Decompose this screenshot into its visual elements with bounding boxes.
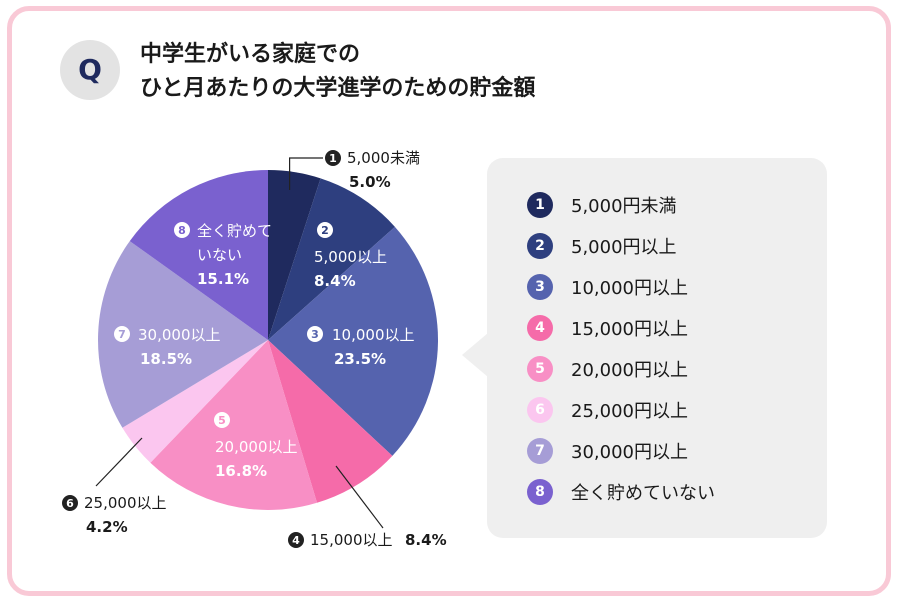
legend-number-badge: 1 xyxy=(527,192,553,218)
slice-label: 20,000以上 xyxy=(215,438,298,456)
slice-number-text: 4 xyxy=(292,534,300,547)
legend-number-badge: 5 xyxy=(527,356,553,382)
legend-label: 15,000円以上 xyxy=(571,319,688,340)
slice-number-badge xyxy=(114,326,130,342)
callout-line xyxy=(335,465,384,529)
slice-value-label: 8.4% xyxy=(314,272,356,290)
slice-number-badge xyxy=(62,495,78,511)
slice-number-badge xyxy=(325,150,341,166)
legend-number-badge: 2 xyxy=(527,233,553,259)
slice-label: 25,000以上 xyxy=(84,494,167,512)
slice-number-badge xyxy=(307,326,323,342)
slice-number-text: 8 xyxy=(178,224,186,237)
slice-number-text: 5 xyxy=(218,414,226,427)
callout-line xyxy=(95,437,143,487)
slice-label: 5,000未満 xyxy=(347,149,420,167)
legend-label: 25,000円以上 xyxy=(571,401,688,422)
slice-label: 5,000以上 xyxy=(314,248,387,266)
question-badge: Q xyxy=(60,40,120,100)
legend-item: 2 5,000円以上 xyxy=(527,231,677,261)
legend: 1 5,000円未満 2 5,000円以上 3 10,000円以上 4 15,0… xyxy=(487,158,827,538)
legend-number-badge: 3 xyxy=(527,274,553,300)
slice-number-text: 2 xyxy=(321,224,329,237)
legend-item: 7 30,000円以上 xyxy=(527,436,688,466)
pie-slice xyxy=(122,340,268,463)
slice-value-label: 15.1% xyxy=(197,270,249,288)
slice-number-text: 7 xyxy=(118,328,126,341)
slice-value-label: 16.8% xyxy=(215,462,267,480)
pie-slice xyxy=(268,340,393,503)
slice-number-badge xyxy=(174,222,190,238)
slice-label: 10,000以上 xyxy=(332,326,415,344)
legend-number-badge: 8 xyxy=(527,479,553,505)
legend-item: 1 5,000円未満 xyxy=(527,190,677,220)
legend-number-badge: 6 xyxy=(527,397,553,423)
legend-label: 20,000円以上 xyxy=(571,360,688,381)
slice-number-text: 1 xyxy=(329,152,337,165)
slice-value-label: 4.2% xyxy=(86,518,128,536)
slice-number-text: 6 xyxy=(66,497,74,510)
legend-item: 3 10,000円以上 xyxy=(527,272,688,302)
legend-label: 5,000円以上 xyxy=(571,237,677,258)
chart-title: 中学生がいる家庭での ひと月あたりの大学進学のための貯金額 xyxy=(140,38,780,106)
pie-slice xyxy=(268,226,439,456)
chart-title-line-1: 中学生がいる家庭での xyxy=(140,42,361,67)
slice-number-badge xyxy=(288,532,304,548)
slice-label: 全く貯めて xyxy=(197,222,272,240)
legend-item: 5 20,000円以上 xyxy=(527,354,688,384)
slice-number-badge xyxy=(317,222,333,238)
legend-item: 8 全く貯めていない xyxy=(527,477,715,507)
legend-number-badge: 4 xyxy=(527,315,553,341)
slice-value-label: 18.5% xyxy=(140,350,192,368)
legend-item: 4 15,000円以上 xyxy=(527,313,688,343)
legend-label: 30,000円以上 xyxy=(571,442,688,463)
legend-label: 10,000円以上 xyxy=(571,278,688,299)
slice-number-badge xyxy=(214,412,230,428)
slice-label: 15,000以上 xyxy=(310,531,393,549)
pie-slice xyxy=(98,241,268,428)
legend-item: 6 25,000円以上 xyxy=(527,395,688,425)
pie-slice xyxy=(129,170,268,340)
legend-label: 全く貯めていない xyxy=(571,483,715,504)
slice-value-label: 8.4% xyxy=(405,531,447,549)
legend-number-badge: 7 xyxy=(527,438,553,464)
legend-label: 5,000円未満 xyxy=(571,196,677,217)
chart-title-line-2: ひと月あたりの大学進学のための貯金額 xyxy=(140,76,536,101)
pie-slice xyxy=(150,340,318,510)
slice-value-label: 23.5% xyxy=(334,350,386,368)
pie-slice xyxy=(268,170,321,340)
slice-label: 30,000以上 xyxy=(138,326,221,344)
pie-slice xyxy=(268,178,395,340)
slice-number-text: 3 xyxy=(311,328,319,341)
callout-line xyxy=(289,157,323,190)
legend-pointer xyxy=(462,333,488,377)
slice-label: いない xyxy=(197,246,242,264)
slice-value-label: 5.0% xyxy=(349,173,391,191)
